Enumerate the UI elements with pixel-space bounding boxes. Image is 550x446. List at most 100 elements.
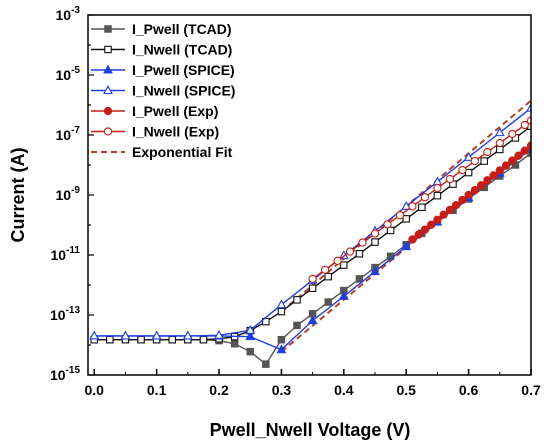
data-point-i-nwell-spice <box>463 152 474 161</box>
data-point-i-pwell-exp <box>501 161 511 170</box>
x-tick-label: 0.7 <box>521 382 541 398</box>
data-point-i-nwell-exp <box>333 256 342 265</box>
data-point-i-nwell-exp <box>520 120 529 130</box>
legend: I_Pwell (TCAD) I_Nwell (TCAD) I_Pwell (SPI… <box>91 21 235 160</box>
data-point-i-nwell-tcad <box>418 203 426 212</box>
data-point-i-nwell-tcad <box>308 284 317 292</box>
data-point-i-pwell-tcad <box>324 298 332 306</box>
data-point-i-pwell-exp <box>508 156 517 165</box>
y-tick-label: 10-13 <box>50 305 80 323</box>
data-point-i-nwell-spice <box>276 299 287 309</box>
data-point-i-nwell-exp <box>395 211 405 220</box>
data-point-i-pwell-tcad <box>277 335 286 344</box>
data-point-i-pwell-exp <box>439 210 448 219</box>
data-point-i-nwell-exp <box>420 193 430 202</box>
data-point-i-pwell-exp <box>470 186 479 195</box>
data-point-i-pwell-spice <box>401 241 412 251</box>
data-point-i-pwell-exp <box>495 166 504 175</box>
data-point-i-nwell-tcad <box>480 157 488 165</box>
x-tick-label: 0.1 <box>147 382 167 398</box>
legend-label-i-nwell-exp: I_Nwell (Exp) <box>132 124 219 140</box>
data-point-i-nwell-exp <box>470 156 479 166</box>
legend-marker-i-pwell-exp <box>103 106 113 116</box>
data-point-i-nwell-tcad <box>355 250 364 258</box>
data-point-i-nwell-spice <box>151 330 162 340</box>
legend-marker-i-nwell-spice <box>103 85 113 95</box>
y-tick-label: 10-9 <box>56 185 81 203</box>
y-tick-label: 10-15 <box>50 365 80 383</box>
legend-label-i-nwell-spice: I_Nwell (SPICE) <box>132 83 235 99</box>
data-point-i-nwell-exp <box>526 116 531 125</box>
data-point-i-nwell-tcad <box>371 238 379 246</box>
data-point-i-nwell-exp <box>483 147 492 157</box>
data-point-i-pwell-tcad <box>293 321 301 330</box>
data-point-i-nwell-exp <box>445 174 455 184</box>
data-point-i-pwell-exp <box>451 200 461 210</box>
data-point-i-nwell-spice <box>120 330 131 340</box>
series-line-i-nwell-spice <box>94 107 531 337</box>
data-point-i-nwell-tcad <box>168 335 176 344</box>
series-line-i-pwell-tcad <box>94 152 531 366</box>
data-point-i-pwell-tcad <box>246 347 254 356</box>
data-point-i-nwell-exp <box>495 138 504 148</box>
data-point-i-nwell-tcad <box>262 317 270 326</box>
data-point-i-nwell-exp <box>433 183 442 193</box>
data-point-i-pwell-spice <box>245 331 256 341</box>
data-point-i-nwell-exp <box>345 247 355 256</box>
data-point-i-nwell-exp <box>358 238 367 247</box>
data-point-i-pwell-exp <box>489 171 498 180</box>
data-point-i-pwell-exp <box>433 215 442 224</box>
data-point-i-pwell-tcad <box>355 275 364 283</box>
y-tick-label: 10-3 <box>56 5 81 23</box>
data-point-i-nwell-tcad <box>402 215 410 223</box>
data-point-i-nwell-tcad <box>277 307 286 316</box>
y-tick-label: 10-7 <box>56 125 81 143</box>
data-point-i-nwell-tcad <box>137 335 145 344</box>
data-point-i-nwell-tcad <box>386 226 395 235</box>
data-point-i-nwell-exp <box>320 265 330 274</box>
legend-label-i-pwell-tcad: I_Pwell (TCAD) <box>132 21 232 37</box>
data-layer <box>89 99 531 368</box>
data-point-i-nwell-exp <box>308 274 317 284</box>
legend-marker-i-nwell-tcad <box>104 45 112 54</box>
data-point-i-pwell-exp <box>514 151 523 160</box>
y-tick-label: 10-5 <box>56 65 81 83</box>
data-point-i-pwell-exp <box>476 181 486 190</box>
data-point-i-nwell-spice <box>526 102 531 112</box>
data-point-i-pwell-spice <box>370 266 380 276</box>
y-axis-title: Current (A) <box>8 148 28 243</box>
data-point-i-pwell-exp <box>520 146 529 155</box>
data-point-i-pwell-tcad <box>262 360 270 368</box>
data-point-i-nwell-tcad <box>433 191 442 200</box>
data-point-i-nwell-exp <box>383 220 392 229</box>
data-point-i-nwell-tcad <box>340 261 348 269</box>
data-point-i-nwell-tcad <box>324 272 332 281</box>
legend-marker-i-pwell-spice <box>103 64 113 74</box>
legend-marker-i-nwell-exp <box>103 127 113 136</box>
data-point-i-pwell-exp <box>526 141 531 150</box>
data-point-i-nwell-tcad <box>293 296 301 304</box>
legend-label-i-pwell-spice: I_Pwell (SPICE) <box>132 62 235 78</box>
x-tick-label: 0.6 <box>459 382 479 398</box>
data-point-i-nwell-exp <box>408 202 417 211</box>
data-point-i-pwell-exp <box>414 230 423 239</box>
x-tick-label: 0.4 <box>334 382 354 398</box>
data-point-i-nwell-spice <box>401 200 412 210</box>
legend-label-i-pwell-exp: I_Pwell (Exp) <box>132 103 218 119</box>
legend-label-i-nwell-tcad: I_Nwell (TCAD) <box>132 42 232 58</box>
data-point-i-nwell-spice <box>214 330 224 339</box>
legend-label-exponential-fit: Exponential Fit <box>132 144 233 160</box>
x-tick-label: 0.3 <box>272 382 292 398</box>
data-point-i-pwell-exp <box>420 225 430 234</box>
data-point-i-nwell-spice <box>494 127 505 137</box>
data-point-i-nwell-tcad <box>199 335 208 344</box>
data-point-i-nwell-exp <box>458 165 467 175</box>
data-point-i-nwell-tcad <box>496 145 504 154</box>
legend-marker-i-pwell-tcad <box>104 25 112 33</box>
data-point-i-nwell-spice <box>245 324 256 334</box>
data-point-i-pwell-exp <box>483 176 492 185</box>
x-tick-label: 0.5 <box>396 382 416 398</box>
data-point-i-pwell-tcad <box>230 340 239 348</box>
data-point-i-pwell-exp <box>458 195 467 205</box>
